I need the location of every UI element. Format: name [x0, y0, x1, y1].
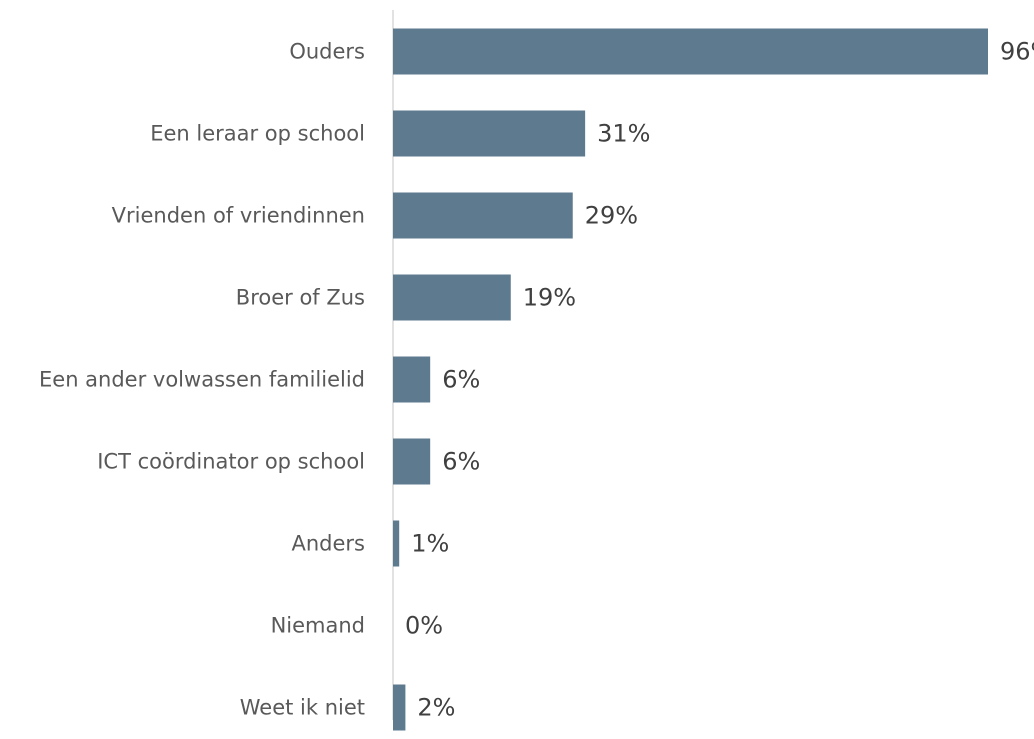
value-label-ict-coordinator-op-school: 6% — [442, 448, 480, 476]
category-label-een-ander-volwassen-familielid: Een ander volwassen familielid — [39, 368, 365, 392]
bar-anders — [393, 520, 400, 567]
bar-broer-of-zus — [393, 274, 511, 321]
category-label-een-leraar-op-school: Een leraar op school — [150, 122, 365, 146]
bars-group — [393, 28, 988, 731]
value-label-niemand: 0% — [405, 612, 443, 640]
category-label-broer-of-zus: Broer of Zus — [236, 286, 365, 310]
value-label-weet-ik-niet: 2% — [417, 694, 455, 722]
category-labels-group: Ouders Een leraar op school Vrienden of vr… — [39, 40, 365, 720]
bar-ict-coordinator-op-school — [393, 438, 431, 485]
category-label-ouders: Ouders — [289, 40, 365, 64]
value-label-vrienden-of-vriendinnen: 29% — [585, 202, 638, 230]
category-label-weet-ik-niet: Weet ik niet — [240, 696, 365, 720]
value-label-broer-of-zus: 19% — [523, 284, 576, 312]
bar-weet-ik-niet — [393, 684, 406, 731]
value-label-een-leraar-op-school: 31% — [597, 120, 650, 148]
value-label-anders: 1% — [411, 530, 449, 558]
category-label-niemand: Niemand — [271, 614, 365, 638]
bar-ouders — [393, 28, 988, 75]
bar-een-ander-volwassen-familielid — [393, 356, 431, 403]
bar-een-leraar-op-school — [393, 110, 586, 157]
value-label-ouders: 96% — [1000, 38, 1034, 66]
category-label-vrienden-of-vriendinnen: Vrienden of vriendinnen — [112, 204, 365, 228]
value-label-een-ander-volwassen-familielid: 6% — [442, 366, 480, 394]
bar-vrienden-of-vriendinnen — [393, 192, 573, 239]
category-label-ict-coordinator-op-school: ICT coördinator op school — [97, 450, 365, 474]
category-label-anders: Anders — [292, 532, 366, 556]
value-labels-group: 96% 31% 29% 19% 6% 6% 1% 0% 2% — [405, 38, 1034, 722]
